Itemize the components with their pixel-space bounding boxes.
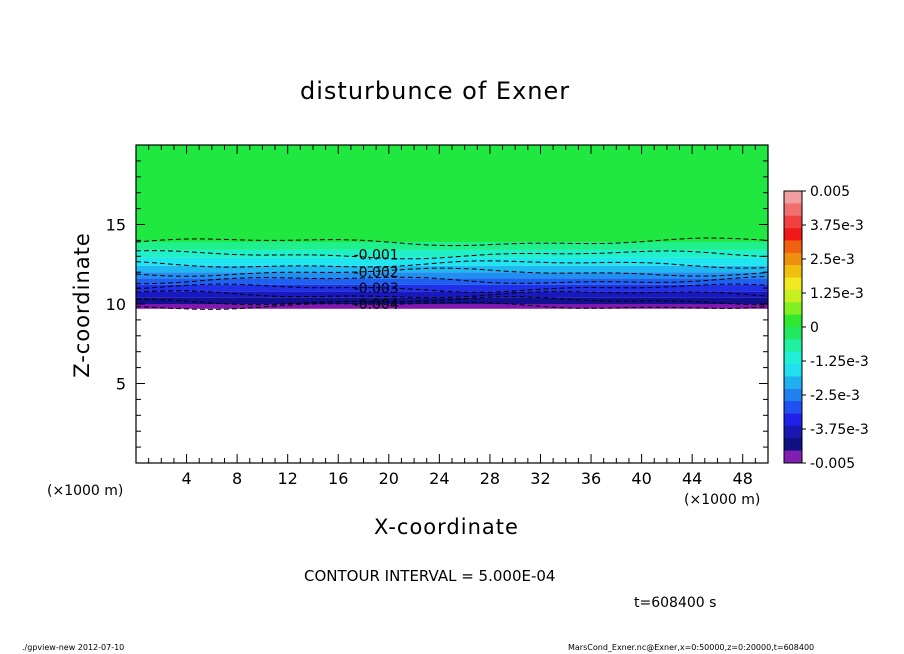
colorbar-segment: [784, 413, 802, 427]
colorbar-segment: [784, 314, 802, 328]
colorbar-segment: [784, 376, 802, 390]
contour-band-11: [136, 304, 768, 309]
x-tick-label: 20: [379, 469, 399, 488]
x-tick-label: 48: [733, 469, 753, 488]
colorbar-segment: [784, 228, 802, 241]
time-label: t=608400 s: [634, 595, 717, 611]
colorbar-segment: [784, 191, 802, 204]
colorbar-segment: [784, 277, 802, 291]
x-tick-label: 28: [480, 469, 500, 488]
colorbar-tick-label: 1.25e-3: [810, 286, 864, 302]
contour-band-7: [136, 278, 768, 285]
x-tick-label: 32: [530, 469, 550, 488]
colorbar-segment: [784, 388, 802, 402]
contour-line-1: [135, 237, 769, 247]
colorbar-tick-label: -0.005: [810, 456, 855, 472]
contour-line-3: [135, 260, 769, 269]
contour-band-3: [136, 249, 768, 258]
colorbar-segment: [784, 339, 802, 353]
colorbar-segment: [784, 240, 802, 254]
contour-line-9: [135, 301, 769, 310]
x-tick-label: 12: [278, 469, 298, 488]
colorbar-segment: [784, 438, 802, 451]
contour-band-5: [136, 265, 768, 273]
contour-label-4: -0.004: [354, 297, 399, 313]
contour-line-8: [135, 296, 769, 306]
x-tick-label: 16: [328, 469, 348, 488]
colorbar-tick-label: 0.005: [810, 184, 850, 200]
colorbar-segment: [784, 327, 802, 340]
x-tick-label: 8: [232, 469, 242, 488]
y-axis-title: Z-coordinate: [70, 232, 94, 378]
colorbar-tick-label: 0: [810, 320, 819, 336]
z-axis: 5 10 15: [106, 160, 768, 448]
contour-band-8: [136, 284, 768, 292]
colorbar-tick-label: -2.5e-3: [810, 388, 860, 404]
x-axis-title: X-coordinate: [374, 515, 519, 539]
contour-line-5: [135, 276, 769, 285]
contour-label-2: -0.002: [354, 265, 399, 281]
x-axis: 4 8 12 16 20 24 28 32 36 40 44 48: [148, 145, 756, 488]
chart-title: disturbunce of Exner: [300, 77, 571, 105]
z-tick-label: 10: [106, 295, 126, 314]
x-unit-label: (×1000 m): [684, 492, 761, 508]
colorbar-segment: [784, 351, 802, 365]
colorbar-tick-label: 2.5e-3: [810, 252, 855, 268]
contour-band-9: [136, 291, 768, 298]
x-tick-label: 40: [631, 469, 651, 488]
contour-line-7: [135, 290, 769, 299]
contour-line-6: [135, 283, 769, 293]
contour-band-1: [136, 145, 768, 242]
colorbar-segment: [784, 302, 802, 315]
contour-line-2: [135, 250, 769, 260]
footer-left: ./gpview-new 2012-07-10: [22, 643, 125, 652]
x-tick-label: 4: [181, 469, 191, 488]
colorbar-segment: [784, 289, 802, 303]
z-tick-label: 5: [116, 375, 126, 394]
x-tick-label: 44: [682, 469, 702, 488]
contour-label-3: -0.003: [354, 281, 399, 297]
colorbar-segment: [784, 450, 802, 464]
contour-band-10: [136, 297, 768, 304]
colorbar: 0.005 3.75e-3 2.5e-3 1.25e-3 0 -1.25e-3 -2.5e-…: [783, 184, 869, 472]
colorbar-segment: [784, 252, 802, 266]
z-tick-label: 15: [106, 216, 126, 235]
contour-fills: [136, 145, 768, 309]
x-tick-label: 36: [581, 469, 601, 488]
colorbar-tick-label: -3.75e-3: [810, 422, 869, 438]
contour-label-1: -0.001: [354, 248, 399, 264]
colorbar-segment: [784, 203, 802, 217]
colorbar-tick-label: -1.25e-3: [810, 354, 869, 370]
contour-labels: -0.001-0.002-0.003-0.004: [354, 248, 399, 313]
colorbar-segment: [784, 425, 802, 439]
colorbar-segment: [784, 265, 802, 278]
contour-line-4: [135, 267, 769, 277]
contour-lines: [135, 237, 769, 310]
contour-interval-text: CONTOUR INTERVAL = 5.000E-04: [304, 567, 556, 585]
colorbar-tick-label: 3.75e-3: [810, 218, 864, 234]
footer-right: MarsCond_Exner.nc@Exner,x=0:50000,z=0:20…: [568, 643, 815, 652]
z-unit-label: (×1000 m): [47, 483, 124, 499]
x-tick-label: 24: [429, 469, 449, 488]
contour-band-6: [136, 272, 768, 279]
colorbar-segment: [784, 364, 802, 377]
colorbar-segment: [784, 215, 802, 229]
colorbar-segment: [784, 401, 802, 414]
